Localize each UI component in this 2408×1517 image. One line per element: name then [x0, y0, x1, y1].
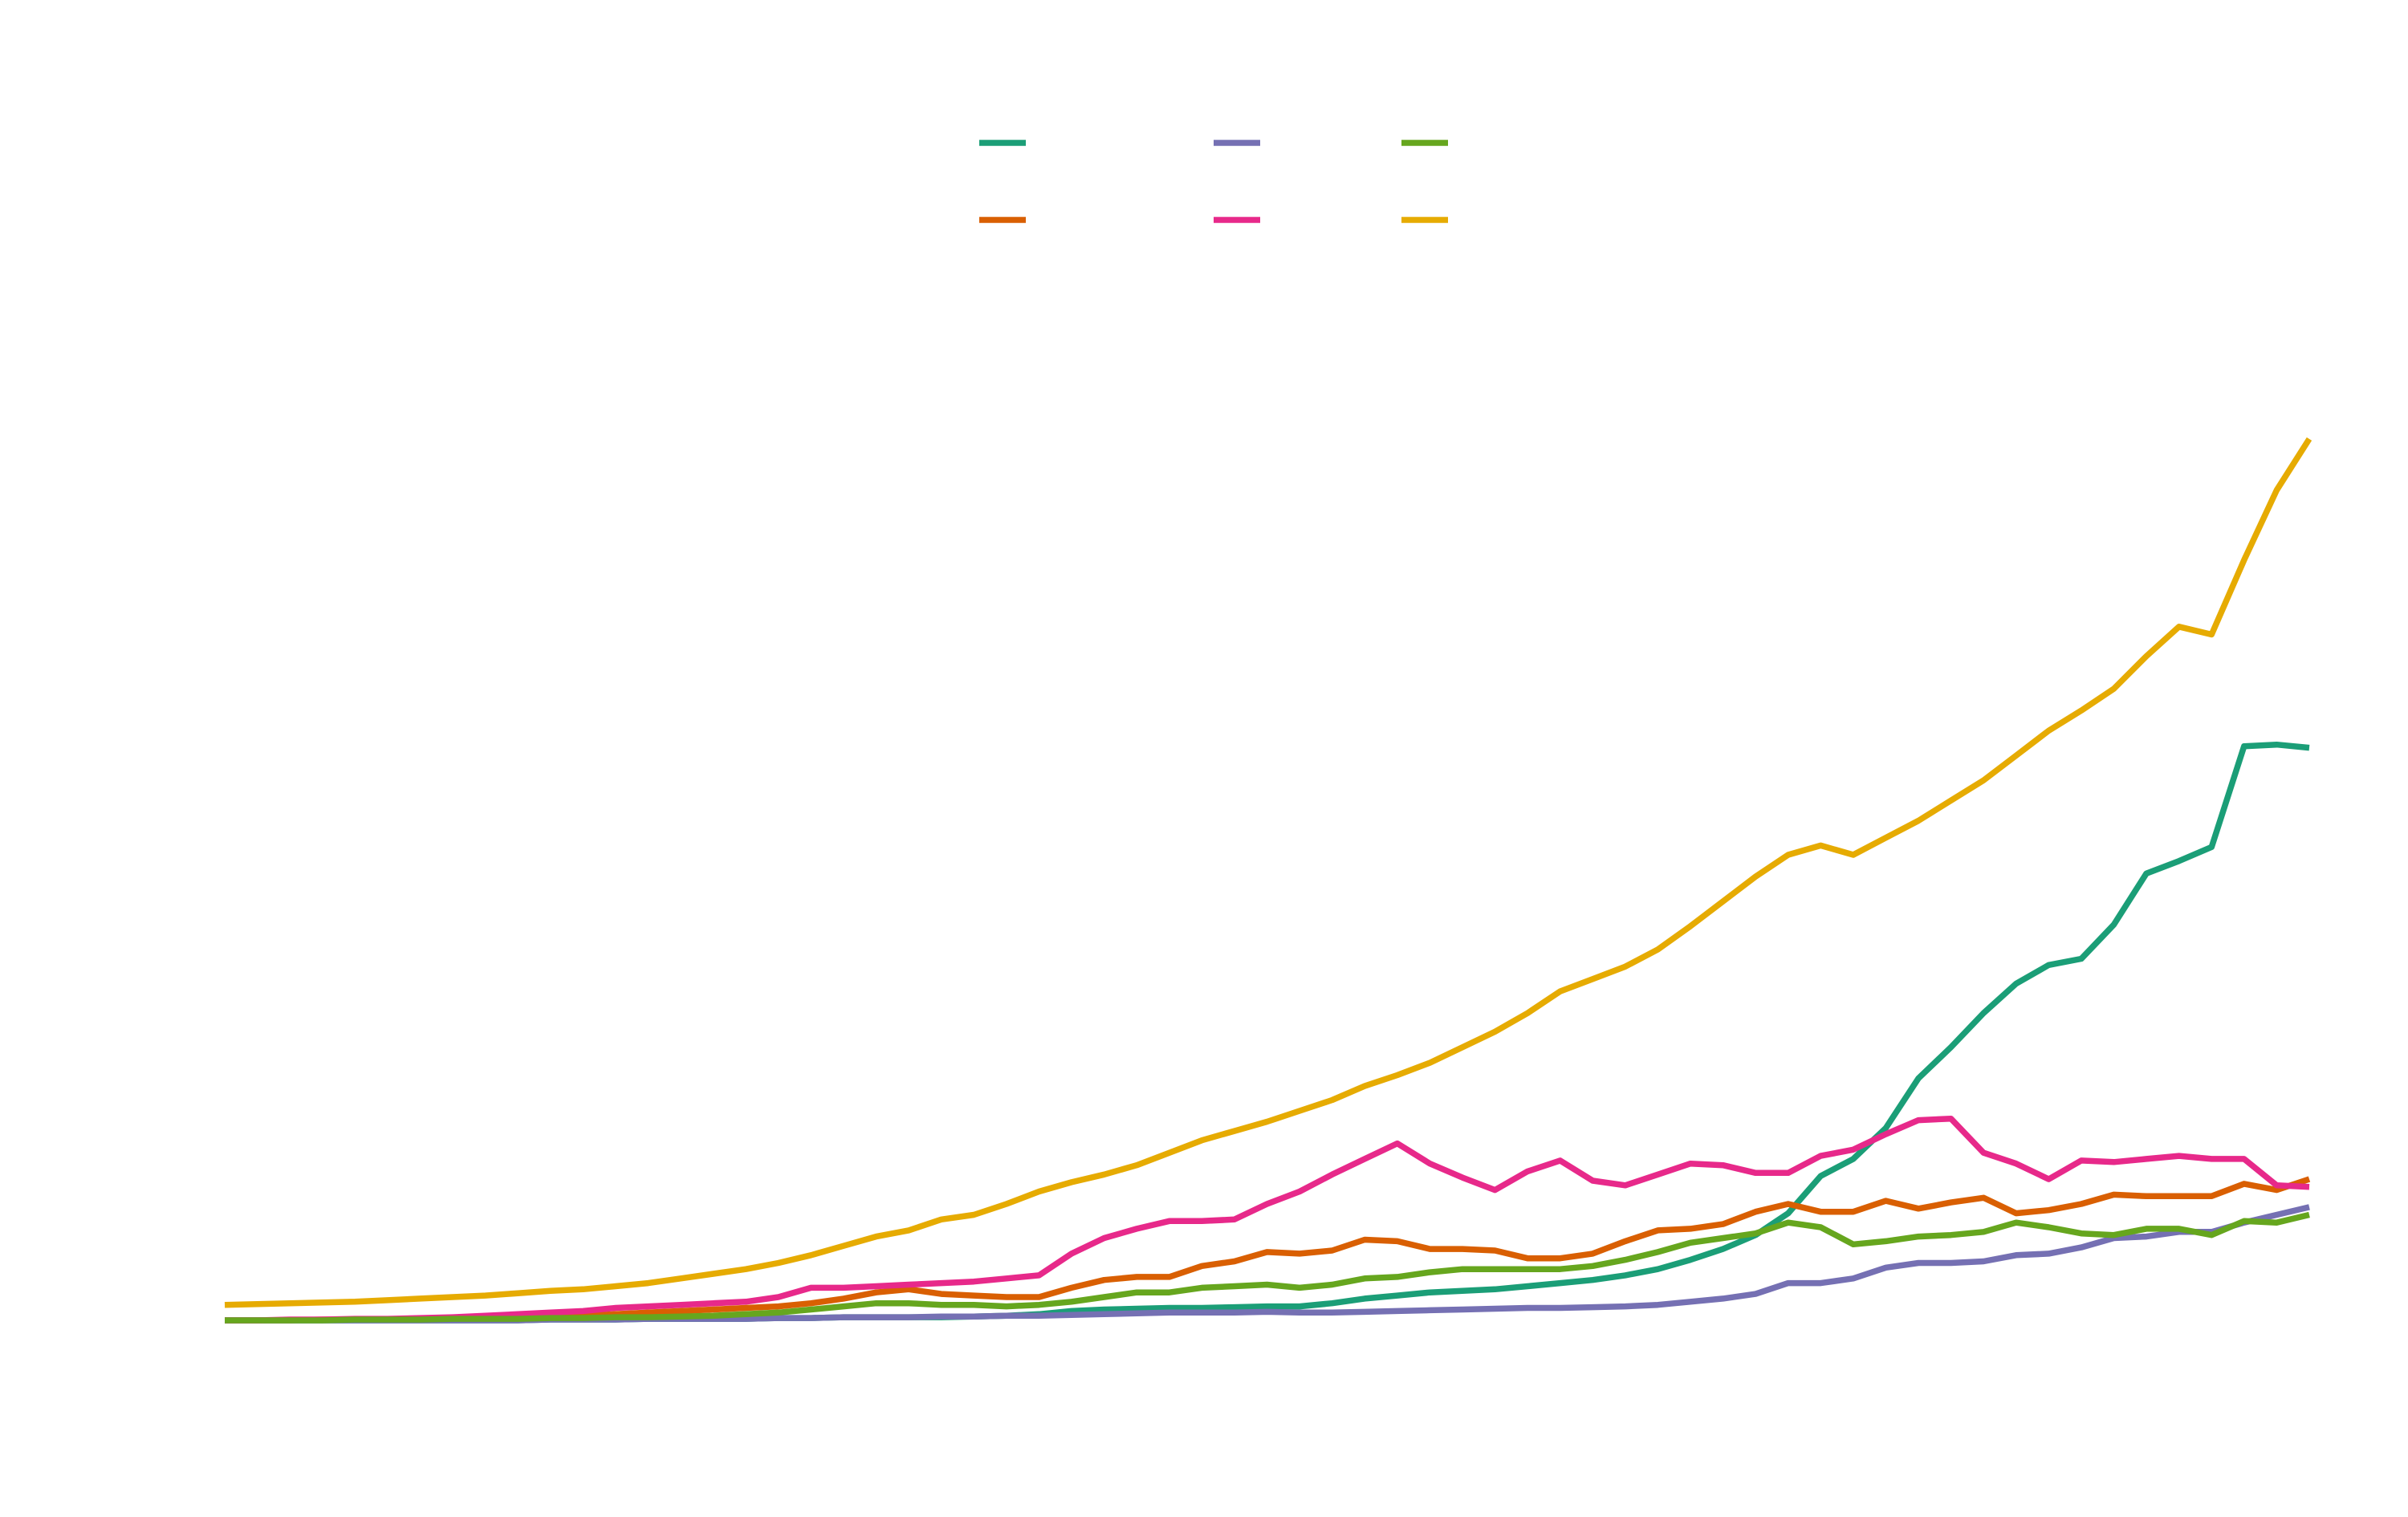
series-line — [225, 1115, 2310, 1324]
series-line — [225, 1211, 2310, 1324]
series-line — [224, 437, 2312, 1308]
